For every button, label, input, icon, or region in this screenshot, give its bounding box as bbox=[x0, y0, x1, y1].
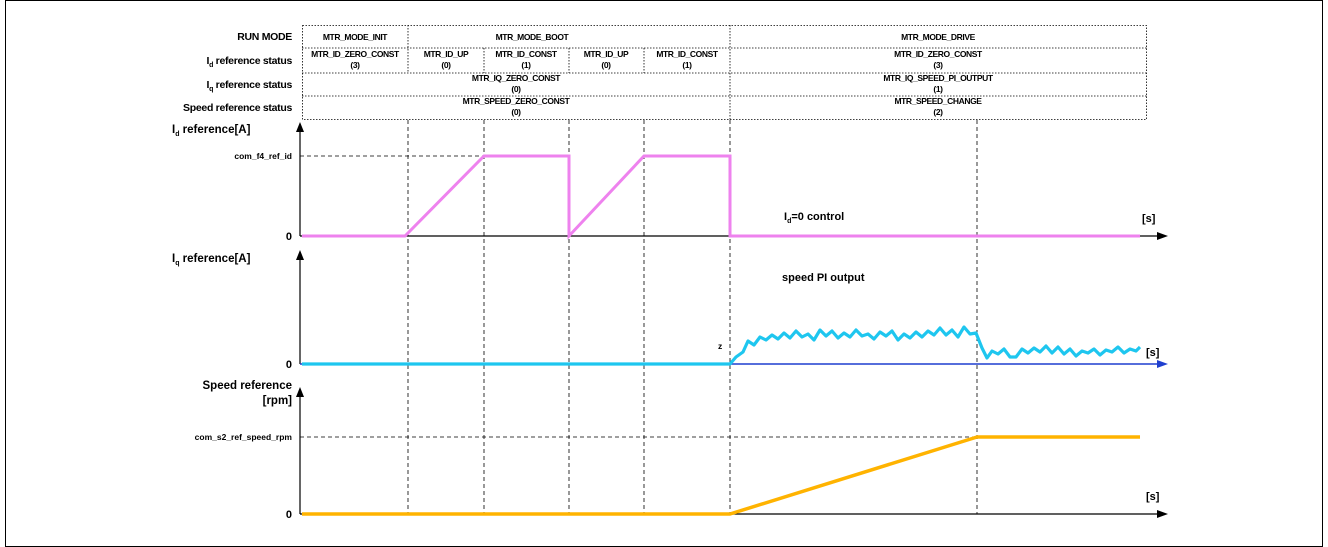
iq-marker: z bbox=[718, 341, 722, 351]
id-status-cell: MTR_ID_CONST bbox=[656, 49, 719, 59]
id-plot-ylabel: Id reference[A] bbox=[172, 124, 251, 138]
id-zero-label: 0 bbox=[286, 231, 292, 243]
run-mode-boot: MTR_MODE_BOOT bbox=[496, 32, 570, 42]
iq-plot-ylabel: Iq reference[A] bbox=[172, 253, 251, 267]
status-table bbox=[302, 25, 1147, 120]
speed-x-arrow bbox=[1157, 510, 1168, 518]
speed-plot-ylabel-unit: [rpm] bbox=[263, 395, 293, 407]
id-reference-trace bbox=[302, 154, 1140, 240]
speed-status-cell: MTR_SPEED_CHANGE bbox=[894, 96, 982, 106]
id-status-row-label: Id reference status bbox=[206, 55, 292, 69]
id-status-cell: MTR_ID_ZERO_CONST bbox=[894, 49, 983, 59]
iq-reference-trace bbox=[302, 325, 1142, 366]
run-mode-row-label: RUN MODE bbox=[237, 31, 292, 43]
id-status-code: (3) bbox=[933, 60, 943, 70]
level-guides bbox=[300, 155, 977, 438]
speed-status-cell: MTR_SPEED_ZERO_CONST bbox=[463, 96, 571, 106]
iq-status-row-label: Iq reference status bbox=[206, 79, 292, 93]
timing-guides bbox=[407, 120, 978, 514]
speed-plot-ylabel: Speed reference bbox=[203, 380, 293, 392]
id-status-code: (0) bbox=[601, 60, 611, 70]
speed-level-label: com_s2_ref_speed_rpm bbox=[195, 432, 293, 442]
iq-time-unit: [s] bbox=[1146, 347, 1160, 359]
id-status-code: (1) bbox=[682, 60, 692, 70]
iq-status-code: (1) bbox=[933, 84, 943, 94]
iq-status-cell: MTR_IQ_ZERO_CONST bbox=[472, 73, 561, 83]
iq-speed-pi-annotation: speed PI output bbox=[782, 272, 865, 284]
run-mode-init: MTR_MODE_INIT bbox=[323, 32, 388, 42]
speed-reference-trace bbox=[302, 435, 1140, 516]
id-y-arrow bbox=[296, 122, 304, 132]
id-zero-control-annotation: Id=0 control bbox=[784, 211, 844, 225]
iq-y-arrow bbox=[296, 250, 304, 260]
iq-zero-label: 0 bbox=[286, 359, 292, 371]
id-status-cell: MTR_ID_CONST bbox=[495, 49, 558, 59]
speed-time-unit: [s] bbox=[1146, 491, 1160, 503]
id-status-cell: MTR_ID_UP bbox=[584, 49, 629, 59]
iq-status-cell: MTR_IQ_SPEED_PI_OUTPUT bbox=[883, 73, 993, 83]
id-time-unit: [s] bbox=[1142, 213, 1156, 225]
id-status-code: (1) bbox=[521, 60, 531, 70]
id-status-code: (3) bbox=[350, 60, 360, 70]
speed-axes bbox=[299, 392, 1158, 515]
id-x-arrow bbox=[1157, 232, 1168, 240]
id-level-label: com_f4_ref_id bbox=[234, 151, 292, 161]
speed-status-code: (2) bbox=[933, 107, 943, 117]
speed-y-arrow bbox=[296, 387, 304, 397]
speed-status-row-label: Speed reference status bbox=[183, 102, 292, 114]
speed-status-code: (0) bbox=[511, 107, 521, 117]
id-status-cell: MTR_ID_ZERO_CONST bbox=[311, 49, 400, 59]
run-mode-drive: MTR_MODE_DRIVE bbox=[901, 32, 975, 42]
diagram-border bbox=[5, 0, 1323, 547]
id-status-cell: MTR_ID_UP bbox=[424, 49, 469, 59]
iq-status-code: (0) bbox=[511, 84, 521, 94]
id-status-code: (0) bbox=[441, 60, 451, 70]
speed-zero-label: 0 bbox=[286, 509, 292, 521]
iq-x-arrow bbox=[1157, 360, 1168, 368]
